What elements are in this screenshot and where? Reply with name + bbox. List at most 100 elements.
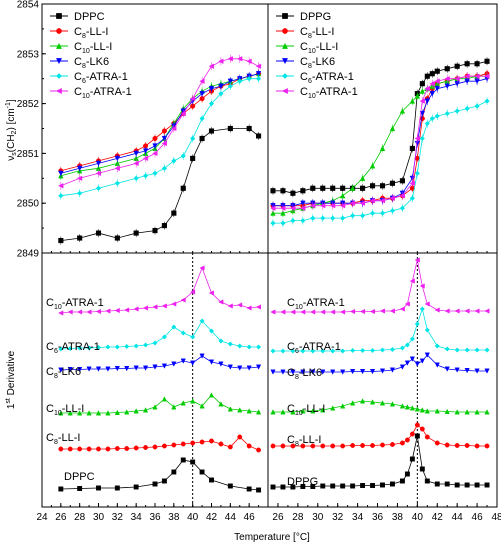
data-point [199,78,205,84]
data-point [474,73,480,79]
deriv-point [340,369,346,375]
data-point [444,66,450,72]
deriv-point [340,483,346,489]
data-point [424,73,430,79]
deriv-point [484,308,490,314]
deriv-point [424,434,430,440]
xtick-label: 44 [452,512,464,523]
data-point [419,135,425,142]
deriv-point [424,327,430,333]
deriv-point [340,348,346,354]
deriv-point [133,445,139,451]
deriv-point [67,446,73,452]
deriv-curve-label: C6-ATRA-1 [287,341,341,355]
data-point [142,173,149,179]
data-point [255,76,262,82]
deriv-point [123,307,130,313]
data-point [189,95,196,102]
data-point [246,76,252,82]
data-point [379,145,386,151]
deriv-curve-label: C8-LL-I [287,434,321,448]
deriv-point [67,345,73,352]
deriv-series-bottom-right-C6-ATRA-1 [270,306,490,354]
deriv-point [484,443,490,449]
deriv-point [419,306,425,312]
deriv-point [434,440,440,446]
data-point [280,205,286,211]
deriv-point [350,347,356,354]
deriv-point [419,466,425,472]
deriv-point [434,307,440,313]
deriv-line [60,355,259,371]
data-point [270,188,276,194]
data-point [133,175,139,181]
deriv-point [379,308,385,314]
deriv-point [464,308,470,314]
deriv-point [227,406,233,412]
xtick-label: 26 [272,512,284,523]
xtick-label: 40 [187,512,199,523]
deriv-point [290,443,296,449]
deriv-point [464,368,470,374]
deriv-point [380,442,385,448]
data-point [319,202,326,209]
legend-marker [281,42,289,49]
data-point [161,223,167,229]
deriv-point [404,301,410,307]
deriv-point [359,308,366,315]
data-point [409,195,416,201]
deriv-point [369,399,376,405]
data-point [429,80,435,87]
deriv-point [161,334,167,340]
deriv-point [280,484,286,490]
deriv-point [199,353,205,359]
ytick-label: 2849 [17,249,40,260]
deriv-point [180,457,186,463]
deriv-point [180,330,186,336]
data-point [218,90,224,97]
data-point [290,205,296,211]
deriv-point [310,369,316,375]
data-point [161,140,167,147]
deriv-point [280,348,286,354]
deriv-point [199,439,205,445]
deriv-curve-label: C10-ATRA-1 [46,297,104,311]
deriv-point [95,308,101,315]
axes-layer [41,3,498,508]
deriv-point [320,407,326,413]
data-point [218,83,224,90]
deriv-point [414,361,420,367]
deriv-point [454,367,460,373]
legend-label: C8-LL-I [74,26,108,40]
deriv-point [380,482,385,488]
deriv-point [320,483,326,489]
data-point [58,193,64,199]
data-point [414,135,420,142]
deriv-point [124,366,130,372]
deriv-point [171,404,177,410]
deriv-curve-label: C8-LK6 [287,367,322,381]
legend-marker [56,28,62,34]
deriv-point [390,481,395,487]
data-point [389,180,396,186]
deriv-point [189,289,196,295]
series-line [60,128,259,241]
data-point [152,135,158,142]
text-layer: 2849 2850 2851 2852 2853 2854 24 26 28 30 32 34 36 38… [5,0,501,543]
data-point [280,210,286,216]
deriv-point [58,410,64,416]
deriv-point [464,443,470,448]
deriv-curve-label: C6-ATRA-1 [46,341,100,355]
deriv-point [399,364,406,370]
deriv-point [237,365,243,371]
data-point [389,125,396,132]
deriv-curve-label: DPPG [287,476,318,488]
deriv-point [454,409,460,415]
deriv-point [290,309,296,315]
deriv-line [60,436,259,451]
data-point [236,56,243,62]
xtick-label: 28 [74,512,86,523]
deriv-point [414,406,420,412]
deriv-point [454,482,460,488]
deriv-point [143,445,149,450]
